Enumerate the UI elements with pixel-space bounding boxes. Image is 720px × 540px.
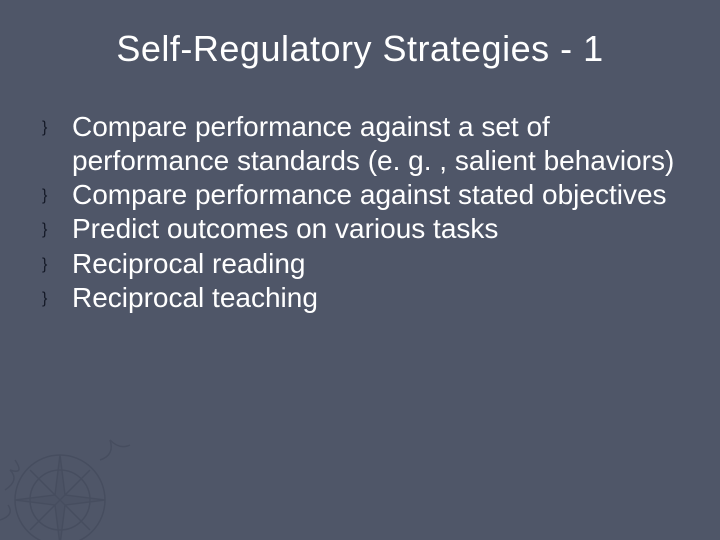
- bullet-text: Reciprocal reading: [72, 247, 680, 281]
- bullet-marker-icon: }: [42, 178, 72, 205]
- list-item: } Reciprocal reading: [42, 247, 680, 281]
- bullet-text: Reciprocal teaching: [72, 281, 680, 315]
- bullet-text: Compare performance against a set of per…: [72, 110, 680, 178]
- bullet-marker-icon: }: [42, 212, 72, 239]
- bullet-marker-icon: }: [42, 247, 72, 274]
- list-item: } Compare performance against a set of p…: [42, 110, 680, 178]
- compass-ornament-icon: [0, 420, 200, 540]
- list-item: } Predict outcomes on various tasks: [42, 212, 680, 246]
- slide-title: Self-Regulatory Strategies - 1: [0, 0, 720, 110]
- bullet-text: Predict outcomes on various tasks: [72, 212, 680, 246]
- list-item: } Compare performance against stated obj…: [42, 178, 680, 212]
- list-item: } Reciprocal teaching: [42, 281, 680, 315]
- bullet-text: Compare performance against stated objec…: [72, 178, 680, 212]
- bullet-marker-icon: }: [42, 281, 72, 308]
- bullet-marker-icon: }: [42, 110, 72, 137]
- bullet-list: } Compare performance against a set of p…: [0, 110, 720, 315]
